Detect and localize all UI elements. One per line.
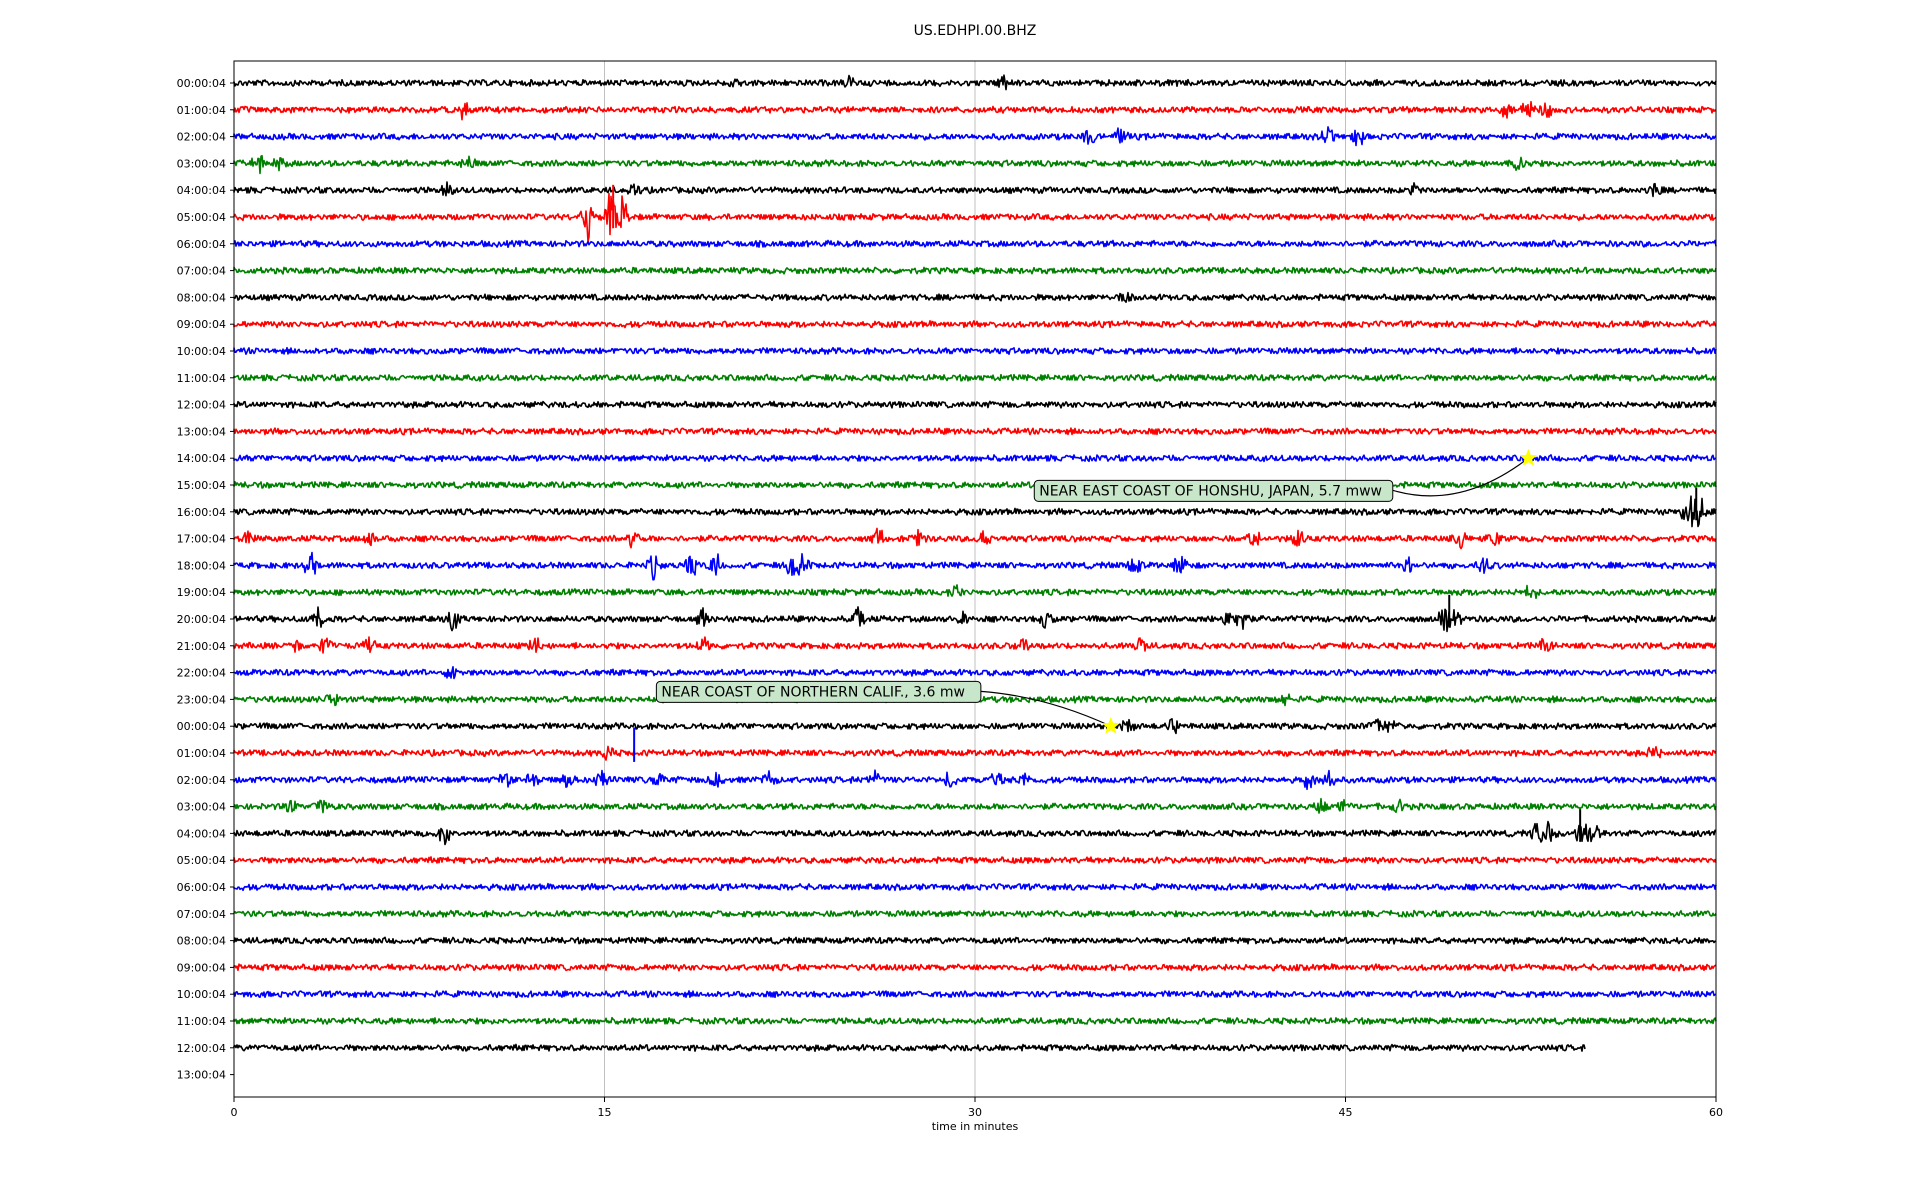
event-annotations: NEAR EAST COAST OF HONSHU, JAPAN, 5.7 mw… [655, 448, 1538, 734]
y-tick-label: 01:00:04 [177, 104, 226, 117]
y-tick-label: 12:00:04 [177, 1042, 226, 1055]
trace-row-4 [233, 181, 1717, 198]
y-tick-label: 09:00:04 [177, 318, 226, 331]
trace-row-22 [233, 666, 1717, 680]
x-tick-label: 60 [1709, 1106, 1723, 1119]
annotation-label: NEAR EAST COAST OF HONSHU, JAPAN, 5.7 mw… [1039, 483, 1382, 499]
y-tick-label: 02:00:04 [177, 774, 226, 787]
trace-row-2 [233, 126, 1717, 147]
trace-row-26 [233, 769, 1717, 791]
trace-row-18 [233, 551, 1717, 581]
trace-row-19 [233, 584, 1717, 600]
y-tick-label: 04:00:04 [177, 184, 226, 197]
y-tick-label: 01:00:04 [177, 747, 226, 760]
trace-row-13 [233, 427, 1717, 436]
trace-row-21 [233, 636, 1717, 654]
y-tick-label: 06:00:04 [177, 238, 226, 251]
trace-row-24 [233, 718, 1717, 735]
y-tick-label: 14:00:04 [177, 452, 226, 465]
y-tick-label: 11:00:04 [177, 372, 226, 385]
y-tick-label: 15:00:04 [177, 479, 226, 492]
y-tick-label: 17:00:04 [177, 533, 226, 546]
seismic-traces [233, 74, 1717, 1052]
y-tick-label: 00:00:04 [177, 77, 226, 90]
trace-row-11 [233, 373, 1717, 382]
y-tick-label: 04:00:04 [177, 827, 226, 840]
x-tick-label: 15 [598, 1106, 612, 1119]
y-tick-label: 03:00:04 [177, 801, 226, 814]
y-tick-label: 20:00:04 [177, 613, 226, 626]
y-tick-label: 05:00:04 [177, 854, 226, 867]
x-axis-label: time in minutes [932, 1120, 1019, 1133]
y-tick-label: 12:00:04 [177, 399, 226, 412]
event-star-marker [1519, 448, 1538, 466]
annotation-label: NEAR COAST OF NORTHERN CALIF., 3.6 mw [661, 684, 965, 700]
x-axis-ticks: 0 15 30 45 60 [231, 1097, 1723, 1119]
y-tick-label: 11:00:04 [177, 1015, 226, 1028]
trace-row-34 [233, 990, 1717, 999]
y-tick-label: 13:00:04 [177, 1069, 226, 1082]
annotation-arrow [1392, 457, 1529, 497]
trace-row-27 [233, 797, 1717, 814]
trace-row-35 [233, 1016, 1717, 1026]
trace-row-20 [233, 606, 1717, 633]
y-tick-label: 18:00:04 [177, 559, 226, 572]
y-tick-label: 23:00:04 [177, 693, 226, 706]
trace-row-16 [233, 495, 1717, 528]
y-tick-label: 08:00:04 [177, 935, 226, 948]
y-tick-label: 10:00:04 [177, 988, 226, 1001]
y-tick-label: 05:00:04 [177, 211, 226, 224]
x-tick-label: 45 [1339, 1106, 1353, 1119]
trace-row-31 [233, 909, 1717, 918]
y-tick-label: 03:00:04 [177, 157, 226, 170]
y-tick-label: 10:00:04 [177, 345, 226, 358]
trace-row-14 [233, 454, 1717, 463]
y-tick-label: 08:00:04 [177, 291, 226, 304]
x-tick-label: 0 [231, 1106, 238, 1119]
y-tick-label: 21:00:04 [177, 640, 226, 653]
y-tick-label: 22:00:04 [177, 667, 226, 680]
trace-row-29 [233, 856, 1717, 865]
trace-row-6 [233, 239, 1717, 248]
grid-lines [604, 61, 1346, 1097]
x-tick-label: 30 [968, 1106, 982, 1119]
chart-title: US.EDHPI.00.BHZ [914, 23, 1037, 39]
trace-row-8 [233, 291, 1717, 303]
trace-row-33 [233, 963, 1717, 972]
trace-row-1 [233, 100, 1717, 121]
trace-row-9 [233, 320, 1717, 329]
y-tick-label: 16:00:04 [177, 506, 226, 519]
trace-row-36 [233, 1043, 1586, 1052]
trace-row-30 [233, 882, 1717, 892]
trace-row-15 [233, 480, 1717, 490]
y-tick-label: 13:00:04 [177, 425, 226, 438]
trace-row-10 [233, 346, 1717, 355]
y-tick-label: 07:00:04 [177, 908, 226, 921]
trace-row-17 [233, 527, 1717, 550]
y-tick-label: 19:00:04 [177, 586, 226, 599]
trace-row-0 [233, 74, 1717, 91]
trace-row-5 [233, 192, 1717, 243]
trace-row-25 [233, 745, 1717, 761]
y-tick-label: 07:00:04 [177, 265, 226, 278]
trace-row-3 [233, 154, 1717, 175]
annotation-arrow [980, 690, 1112, 727]
y-tick-label: 02:00:04 [177, 131, 226, 144]
trace-row-32 [233, 936, 1717, 945]
event-star-marker [1101, 716, 1120, 734]
y-tick-label: 06:00:04 [177, 881, 226, 894]
trace-row-28 [233, 820, 1717, 846]
y-tick-label: 00:00:04 [177, 720, 226, 733]
trace-row-7 [233, 266, 1717, 275]
y-tick-label: 09:00:04 [177, 961, 226, 974]
y-axis-ticks: 00:00:04 01:00:04 02:00:04 03:00:04 04:00:04… [177, 77, 234, 1082]
trace-row-12 [233, 400, 1717, 409]
